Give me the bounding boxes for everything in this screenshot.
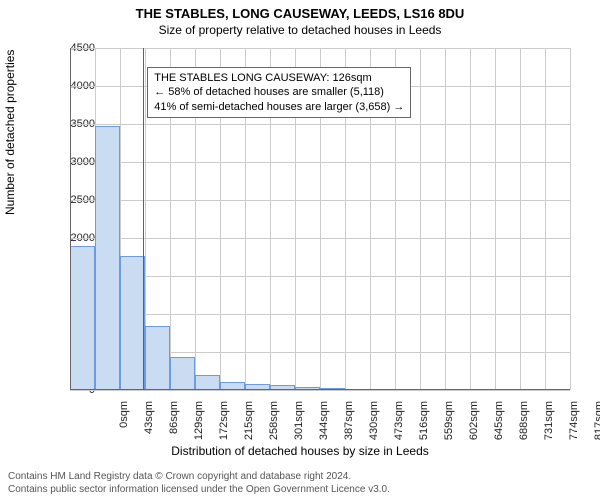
- chart-subtitle: Size of property relative to detached ho…: [0, 21, 600, 37]
- marker-line: [143, 48, 144, 390]
- x-axis-line: [70, 389, 570, 390]
- footer-line1: Contains HM Land Registry data © Crown c…: [8, 471, 390, 484]
- histogram-bar: [145, 326, 170, 390]
- annotation-line2: ← 58% of detached houses are smaller (5,…: [154, 85, 404, 99]
- histogram-bar: [170, 357, 195, 390]
- chart-container: THE STABLES, LONG CAUSEWAY, LEEDS, LS16 …: [0, 0, 600, 500]
- histogram-bar: [95, 126, 120, 390]
- y-axis-line: [70, 48, 71, 390]
- annotation-box: THE STABLES LONG CAUSEWAY: 126sqm ← 58% …: [147, 67, 411, 118]
- plot-area: THE STABLES LONG CAUSEWAY: 126sqm ← 58% …: [70, 48, 570, 390]
- histogram-bar: [195, 375, 220, 390]
- footer-line2: Contains public sector information licen…: [8, 484, 390, 497]
- histogram-bar: [120, 256, 145, 390]
- annotation-line3: 41% of semi-detached houses are larger (…: [154, 100, 404, 114]
- chart-title: THE STABLES, LONG CAUSEWAY, LEEDS, LS16 …: [0, 0, 600, 21]
- footer-attribution: Contains HM Land Registry data © Crown c…: [8, 471, 390, 496]
- y-axis-label: Number of detached properties: [3, 50, 17, 215]
- annotation-line1: THE STABLES LONG CAUSEWAY: 126sqm: [154, 71, 404, 85]
- x-axis-label: Distribution of detached houses by size …: [0, 444, 600, 458]
- histogram-bar: [70, 246, 95, 390]
